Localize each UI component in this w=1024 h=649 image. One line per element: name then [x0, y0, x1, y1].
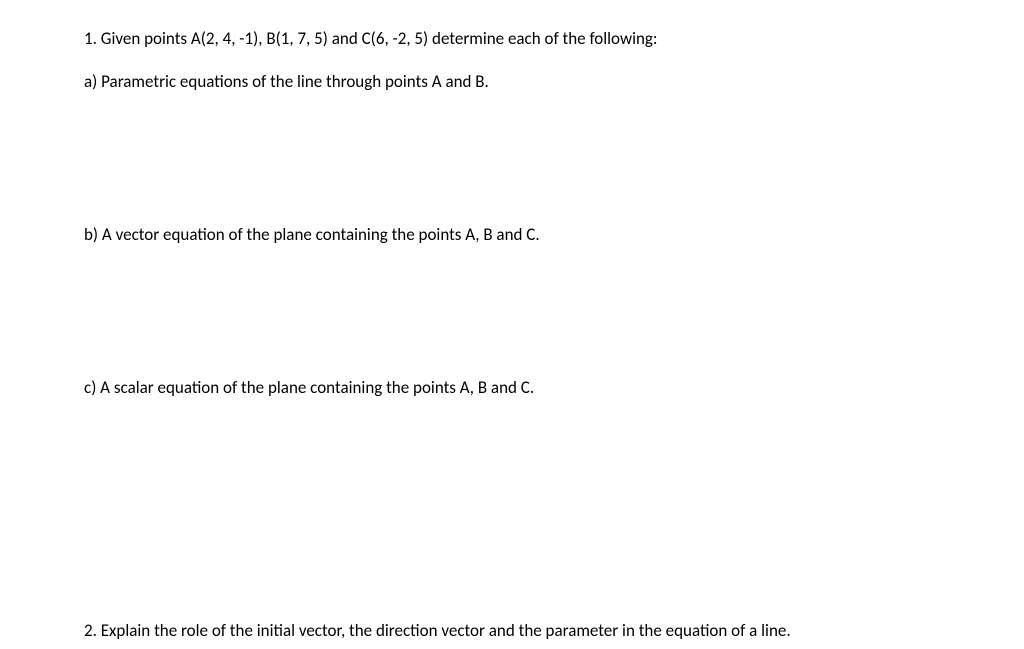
- question-1-part-a: a) Parametric equations of the line thro…: [84, 71, 940, 94]
- question-1-part-b: b) A vector equation of the plane contai…: [84, 224, 940, 247]
- question-1-intro: 1. Given points A(2, 4, -1), B(1, 7, 5) …: [84, 28, 940, 51]
- document-page: 1. Given points A(2, 4, -1), B(1, 7, 5) …: [0, 0, 1024, 643]
- question-1-part-c: c) A scalar equation of the plane contai…: [84, 377, 940, 400]
- question-2: 2. Explain the role of the initial vecto…: [84, 620, 940, 643]
